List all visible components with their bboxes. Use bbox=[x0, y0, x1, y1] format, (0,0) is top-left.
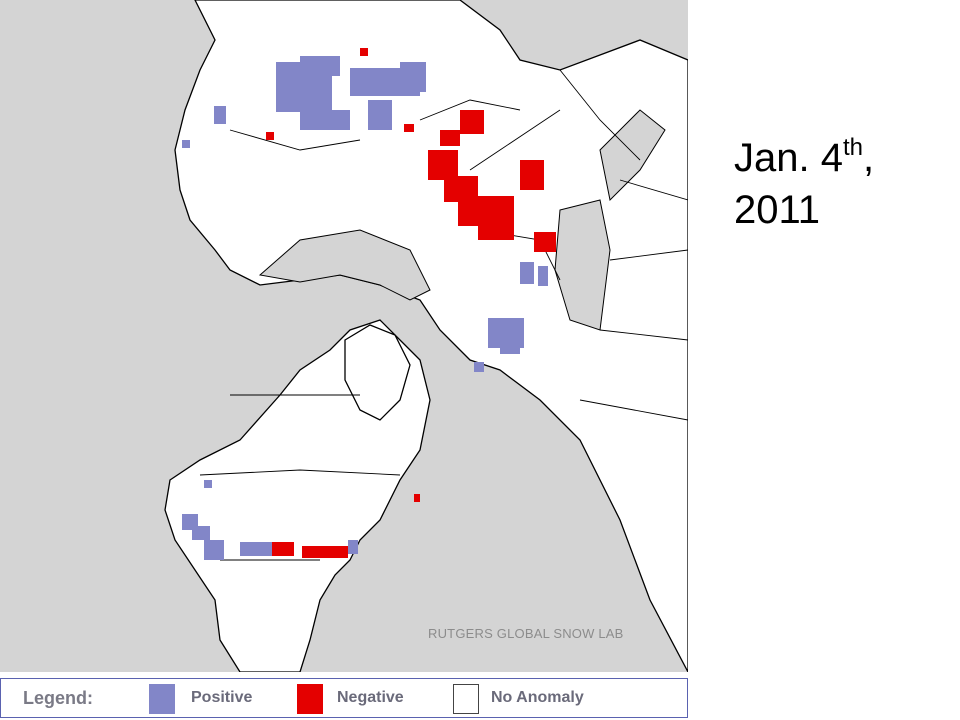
arctic-ocean bbox=[258, 229, 431, 301]
positive-cell bbox=[500, 340, 520, 354]
positive-anomaly-cells bbox=[182, 56, 548, 560]
negative-cell bbox=[520, 160, 544, 190]
negative-cell bbox=[478, 220, 514, 240]
negative-cell bbox=[414, 494, 420, 502]
positive-cell bbox=[520, 262, 534, 284]
positive-cell bbox=[192, 526, 210, 540]
negative-cell bbox=[266, 132, 274, 140]
boundaries bbox=[199, 69, 688, 561]
legend: Legend: Positive Negative No Anomaly bbox=[0, 678, 688, 718]
date-month-day: Jan. 4 bbox=[734, 136, 843, 180]
positive-cell bbox=[474, 362, 484, 372]
eastern-strip bbox=[599, 109, 666, 202]
positive-cell bbox=[204, 540, 224, 560]
negative-cell bbox=[302, 546, 348, 558]
positive-cell bbox=[182, 140, 190, 148]
map-canvas bbox=[164, 0, 688, 672]
date-ordinal-suffix: th bbox=[842, 134, 863, 161]
legend-label-negative: Negative bbox=[337, 689, 404, 706]
legend-label-no-anomaly: No Anomaly bbox=[491, 689, 584, 706]
eurasia-landmass bbox=[174, 0, 688, 672]
positive-cell bbox=[300, 56, 340, 76]
positive-cell bbox=[300, 110, 350, 130]
date-title: Jan. 4th, 2011 bbox=[734, 132, 874, 236]
snow-anomaly-map: RUTGERS GLOBAL SNOW LAB bbox=[0, 0, 688, 672]
negative-cell bbox=[440, 130, 460, 146]
greenland bbox=[344, 324, 411, 421]
positive-cell bbox=[400, 62, 426, 92]
negative-cell bbox=[428, 150, 458, 180]
legend-swatch-no-anomaly bbox=[453, 684, 479, 714]
positive-cell bbox=[214, 106, 226, 124]
positive-cell bbox=[204, 480, 212, 488]
negative-cell bbox=[360, 48, 368, 56]
legend-swatch-positive bbox=[149, 684, 175, 714]
negative-cell bbox=[404, 124, 414, 132]
date-comma: , bbox=[862, 136, 875, 180]
negative-anomaly-cells bbox=[266, 48, 556, 558]
snow-cover bbox=[164, 0, 688, 672]
positive-cell bbox=[538, 266, 548, 286]
legend-label-positive: Positive bbox=[191, 689, 253, 706]
negative-cell bbox=[272, 542, 294, 556]
legend-swatch-negative bbox=[297, 684, 323, 714]
positive-cell bbox=[348, 540, 358, 554]
date-year: 2011 bbox=[734, 188, 821, 232]
negative-cell bbox=[460, 110, 484, 134]
negative-cell bbox=[534, 232, 556, 252]
snow-free-land bbox=[258, 109, 666, 331]
positive-cell bbox=[240, 542, 274, 556]
positive-cell bbox=[368, 100, 392, 130]
data-source-credit: RUTGERS GLOBAL SNOW LAB bbox=[428, 626, 624, 641]
legend-title: Legend: bbox=[23, 688, 93, 708]
